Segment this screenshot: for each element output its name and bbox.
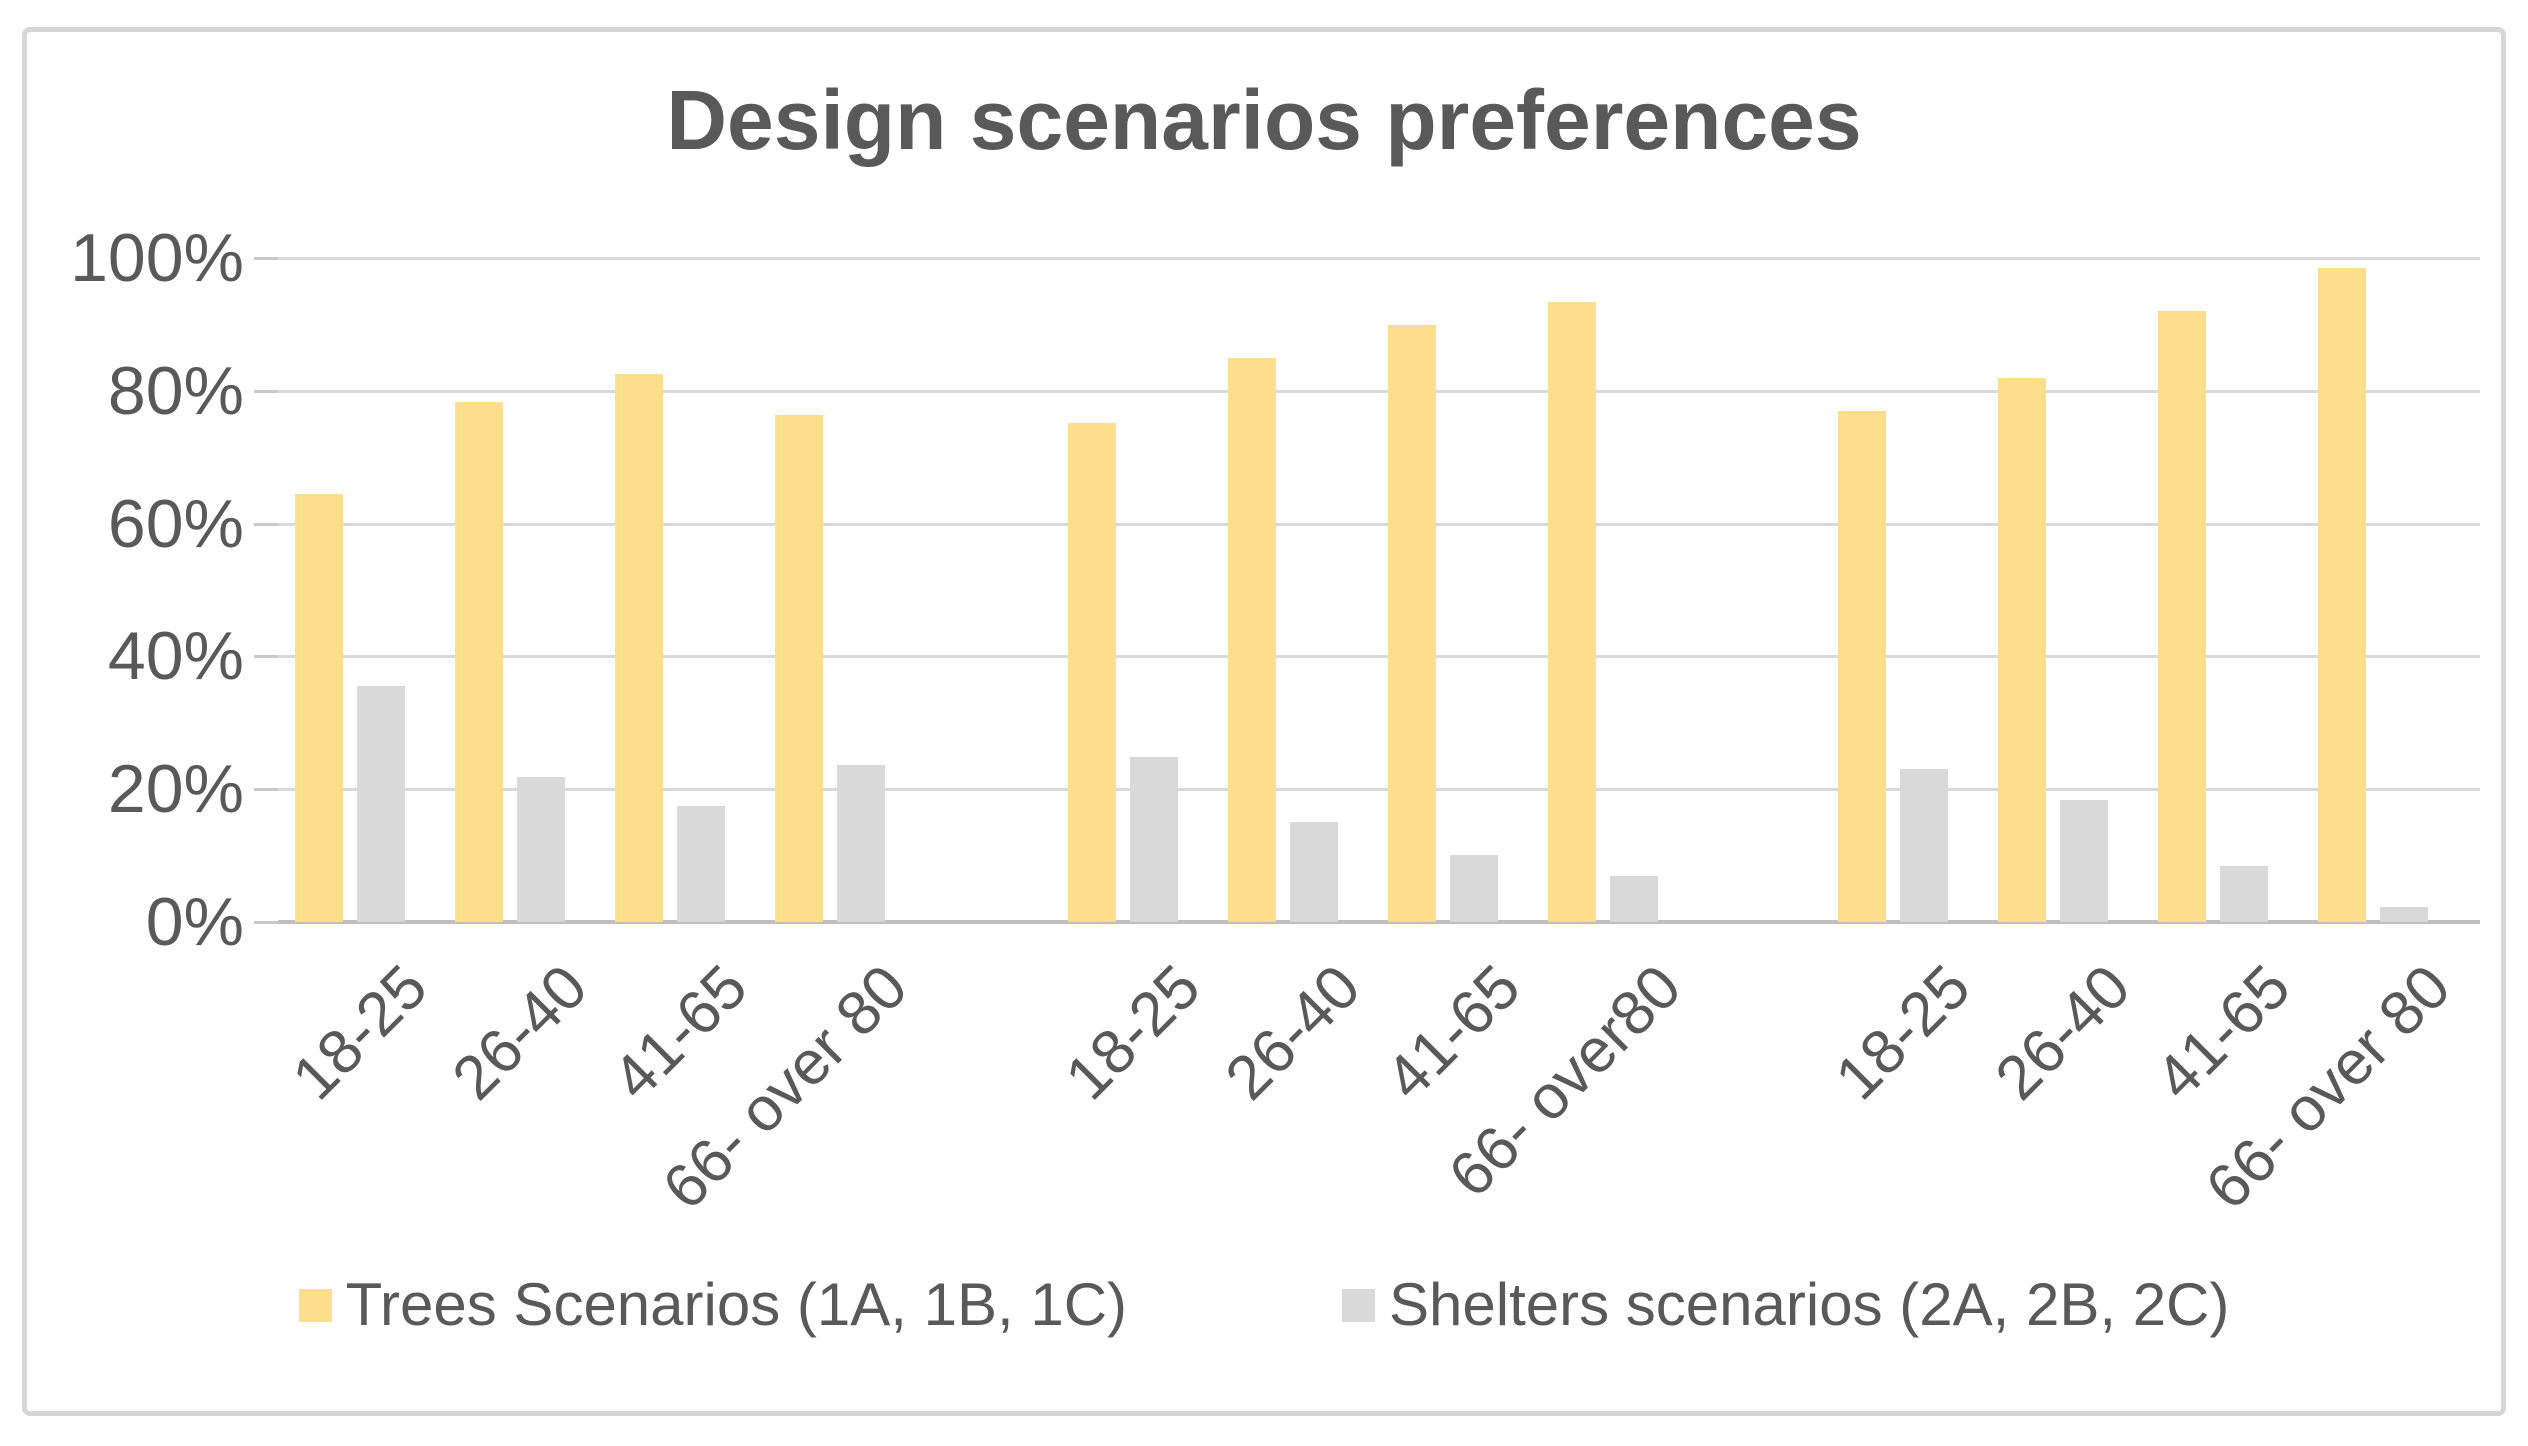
legend-swatch-icon	[298, 1288, 332, 1322]
legend-label: Trees Scenarios (1A, 1B, 1C)	[345, 1271, 1128, 1338]
chart-title: Design scenarios preferences	[666, 73, 1862, 167]
legend: Trees Scenarios (1A, 1B, 1C) Shelters sce…	[0, 1272, 2528, 1338]
legend-swatch-icon	[1342, 1288, 1376, 1322]
legend-label: Shelters scenarios (2A, 2B, 2C)	[1389, 1271, 2230, 1338]
legend-item-trees: Trees Scenarios (1A, 1B, 1C)	[298, 1271, 1128, 1338]
legend-item-shelters: Shelters scenarios (2A, 2B, 2C)	[1342, 1272, 2229, 1338]
chart-frame: Design scenarios preferences	[22, 27, 2506, 1416]
